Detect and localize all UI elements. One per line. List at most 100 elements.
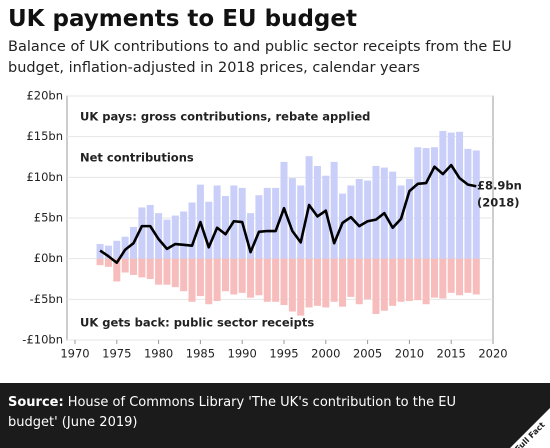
bar	[322, 258, 330, 308]
bar	[330, 161, 338, 259]
bar	[113, 240, 121, 259]
line	[99, 163, 477, 265]
bar	[121, 236, 129, 259]
bar	[430, 258, 438, 298]
x-tick-label: 1975	[102, 347, 131, 361]
bar	[305, 258, 313, 308]
bar	[464, 258, 472, 293]
series-label: UK pays: gross contributions, rebate app…	[80, 110, 370, 124]
x-tick-label: 1980	[144, 347, 173, 361]
bar	[155, 213, 163, 259]
bar	[121, 258, 129, 273]
bar	[389, 171, 397, 259]
bar	[113, 258, 121, 282]
source: Source: House of Commons Library 'The UK'…	[8, 393, 488, 433]
bar	[405, 258, 413, 301]
bar	[347, 185, 355, 259]
bar	[472, 150, 480, 259]
y-tick-label: £0bn	[34, 251, 63, 265]
y-tick-label: -£5bn	[30, 292, 63, 306]
bar	[138, 207, 146, 259]
bar	[372, 258, 380, 314]
bar	[130, 258, 138, 275]
annotation: £8.9bn	[477, 179, 522, 193]
bar	[364, 258, 372, 300]
annotation: (2018)	[477, 196, 520, 210]
bar	[472, 258, 480, 295]
bar	[163, 219, 171, 259]
bar	[155, 258, 163, 285]
bar	[456, 131, 464, 259]
logo: Full Fact	[510, 408, 550, 448]
bar	[272, 258, 280, 302]
y-tick-label: £10bn	[26, 170, 63, 184]
x-tick-label: 2015	[437, 347, 466, 361]
y-tick-label: £15bn	[26, 129, 63, 143]
bar	[389, 258, 397, 306]
footer: Source: House of Commons Library 'The UK'…	[0, 383, 550, 448]
bar	[104, 258, 112, 267]
bar	[414, 258, 422, 301]
bar	[430, 147, 438, 259]
bar	[288, 178, 296, 259]
y-tick-label: £20bn	[26, 89, 63, 103]
bar	[313, 165, 321, 259]
chart: -£10bn -£5bn £0bn £5bn £10bn £15bn £20bn 1970 19…	[22, 89, 522, 361]
y-tick-label: £5bn	[34, 211, 63, 225]
bar	[397, 185, 405, 259]
bar	[447, 132, 455, 259]
chart-subtitle: Balance of UK contributions to and publi…	[8, 39, 512, 76]
bar	[397, 258, 405, 302]
bar	[188, 258, 196, 302]
bar	[372, 165, 380, 259]
bar	[422, 258, 430, 305]
x-tick-label: 1985	[186, 347, 215, 361]
bar	[171, 215, 179, 259]
bar	[297, 185, 305, 259]
bar	[263, 187, 271, 259]
bar	[380, 258, 388, 311]
x-tick-label: 1990	[228, 347, 257, 361]
bar	[146, 258, 154, 279]
bar	[263, 258, 271, 302]
x-tick-label: 1995	[269, 347, 298, 361]
bar	[247, 213, 255, 259]
chart-title: UK payments to EU budget	[8, 6, 357, 32]
source-text: House of Commons Library 'The UK's contr…	[8, 395, 456, 430]
bar	[297, 258, 305, 316]
bar	[138, 258, 146, 278]
bar	[205, 201, 213, 259]
bar	[447, 258, 455, 293]
x-tick-label: 2005	[353, 347, 382, 361]
bar	[456, 258, 464, 296]
bar	[205, 258, 213, 305]
y-tick-label: -£10bn	[22, 333, 63, 347]
bar	[104, 245, 112, 259]
bar	[238, 258, 246, 293]
bar	[96, 258, 104, 266]
x-tick-label: 1970	[60, 347, 89, 361]
bar	[313, 258, 321, 306]
bar	[196, 258, 204, 297]
bar	[355, 178, 363, 259]
bar	[355, 258, 363, 305]
bar	[255, 195, 263, 259]
bar	[230, 258, 238, 295]
bar	[439, 130, 447, 259]
bar	[221, 258, 229, 292]
bar	[180, 211, 188, 259]
bar	[414, 147, 422, 259]
bar	[171, 258, 179, 288]
logo-shape	[510, 408, 550, 448]
x-tick-label: 2000	[311, 347, 340, 361]
bar	[339, 258, 347, 307]
bar	[330, 258, 338, 302]
bar	[221, 196, 229, 259]
bar	[163, 258, 171, 285]
bar	[347, 258, 355, 297]
source-label: Source:	[8, 395, 64, 410]
bar	[255, 258, 263, 296]
bar	[180, 258, 188, 292]
bar	[439, 258, 447, 299]
